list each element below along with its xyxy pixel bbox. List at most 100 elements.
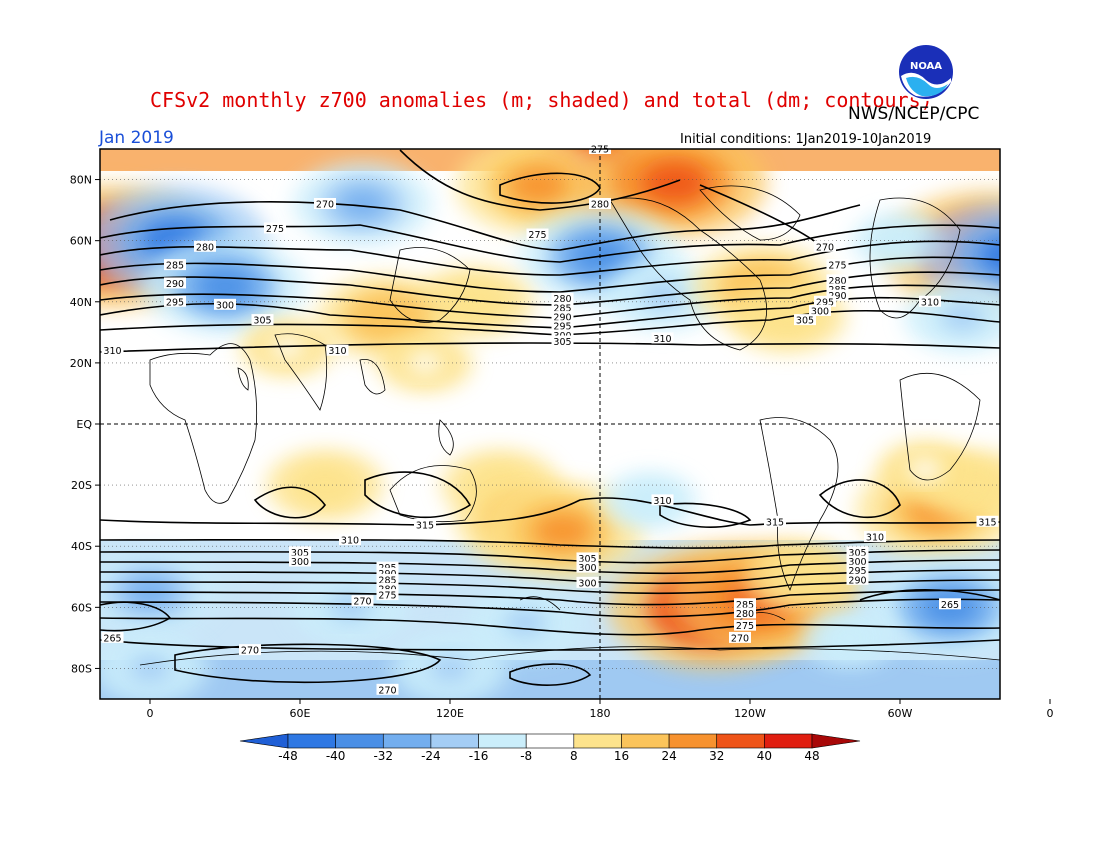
contour-label: 295	[551, 320, 574, 333]
contour-value: 270	[731, 633, 749, 644]
initial-conditions: Initial conditions: 1Jan2019-10Jan2019	[680, 132, 932, 147]
contour-label: 270	[814, 240, 836, 253]
colorbar-label: -40	[326, 749, 346, 763]
contour-label: 275	[376, 589, 399, 602]
contour-label: 300	[576, 561, 599, 574]
lat-tick-label: 20N	[70, 357, 92, 370]
chart-title: CFSv2 monthly z700 anomalies (m; shaded)…	[150, 88, 933, 112]
contour-label: 275	[264, 222, 286, 235]
colorbar-label: 24	[661, 749, 676, 763]
contour-value: 315	[978, 517, 996, 528]
contour-label: 280	[734, 607, 756, 620]
contour-value: 300	[216, 300, 234, 311]
contour-value: 310	[921, 297, 939, 308]
contour-label: 280	[551, 292, 574, 305]
contour-value: 285	[736, 600, 754, 611]
lat-tick-label: 60N	[70, 235, 92, 248]
lon-tick-label: 60E	[290, 707, 311, 720]
contour-label: 305	[846, 546, 869, 559]
contour-value: 280	[591, 200, 609, 211]
contour-value: 310	[653, 496, 671, 507]
contour-label: 300	[809, 304, 831, 317]
contour-label: 300	[576, 576, 599, 589]
contour-label: 300	[289, 555, 311, 568]
colorbar-box	[573, 733, 622, 749]
contour-value: 305	[578, 554, 596, 565]
contour-label: 310	[919, 295, 941, 308]
contour-label: 290	[826, 289, 849, 302]
contour-label: 270	[239, 644, 261, 657]
contour-value: 295	[848, 566, 866, 577]
contour-label: 270	[314, 198, 336, 211]
lat-tick-label: 40S	[71, 540, 92, 553]
colorbar-box	[478, 733, 527, 749]
lon-tick-label: 60W	[888, 707, 913, 720]
contour-value: 275	[528, 230, 546, 241]
anomaly-blob	[801, 608, 899, 667]
noaa-logo-icon: NOAA	[897, 43, 955, 101]
contour-value: 315	[766, 517, 784, 528]
map-axes: 80N 60N 40N 20N EQ 20S 40S 60S 80S 0 60E 120E 180 120…	[70, 174, 1054, 720]
colorbar-box	[335, 733, 384, 749]
contour-value: 300	[848, 557, 866, 568]
contour-label: 285	[164, 259, 186, 272]
colorbar-label: 8	[570, 749, 578, 763]
contour-value: 305	[848, 548, 866, 559]
contour-label: 310	[101, 344, 124, 357]
contour-label: 315	[764, 515, 786, 528]
lat-tick-label: 80S	[71, 662, 92, 675]
contour-label: 290	[164, 277, 186, 290]
contour-label: 285	[551, 301, 574, 314]
lat-tick-label: 60S	[71, 601, 92, 614]
contour-value: 310	[653, 334, 671, 345]
colorbar-arrow-high	[811, 733, 861, 749]
contour-value: 280	[828, 276, 846, 287]
lat-tick-label: 20S	[71, 479, 92, 492]
contour-label: 305	[794, 314, 816, 327]
contour-label: 275	[826, 259, 849, 272]
colorbar-label: -8	[520, 749, 532, 763]
contour-label: 285	[376, 573, 399, 586]
contour-label: 295	[846, 564, 869, 577]
contour-value: 275	[591, 145, 609, 156]
contour-label: 280	[194, 240, 216, 253]
contour-label: 280	[826, 274, 849, 287]
contour-value: 305	[796, 316, 814, 327]
colorbar-label: -48	[278, 749, 298, 763]
lat-lon-grid	[100, 149, 1000, 699]
anomaly-blob	[292, 161, 433, 247]
contour-value: 290	[553, 313, 571, 324]
contour-value: 270	[316, 200, 334, 211]
anomaly-blob	[876, 440, 974, 499]
contour-value: 290	[166, 279, 184, 290]
contour-value: 275	[266, 224, 284, 235]
contour-label: 290	[551, 311, 574, 324]
contour-value: 300	[811, 306, 829, 317]
colorbar-box	[764, 733, 813, 749]
contour-label: 310	[864, 531, 886, 544]
colorbar-label: 32	[709, 749, 724, 763]
contour-value: 285	[378, 575, 396, 586]
contour-value: 270	[241, 646, 259, 657]
forecast-period: Jan 2019	[99, 128, 174, 148]
contour-label: 300	[846, 555, 869, 568]
contour-value: 270	[353, 597, 371, 608]
contour-value: 285	[553, 303, 571, 314]
colorbar-box	[668, 733, 718, 749]
contour-value: 270	[816, 242, 834, 253]
anomaly-blob	[601, 471, 699, 530]
colorbar-box	[287, 733, 336, 749]
coastlines	[139, 185, 1000, 666]
colorbar-box	[430, 733, 479, 749]
contour-label: 300	[214, 298, 236, 311]
contour-label: 265	[101, 631, 124, 644]
contour-label: 305	[289, 546, 311, 559]
contour-value: 300	[578, 563, 596, 574]
contour-label: 285	[734, 598, 756, 611]
contour-value: 305	[253, 316, 271, 327]
contour-value: 310	[328, 346, 346, 357]
contour-value: 310	[103, 346, 121, 357]
lon-tick-label: 0	[147, 707, 154, 720]
